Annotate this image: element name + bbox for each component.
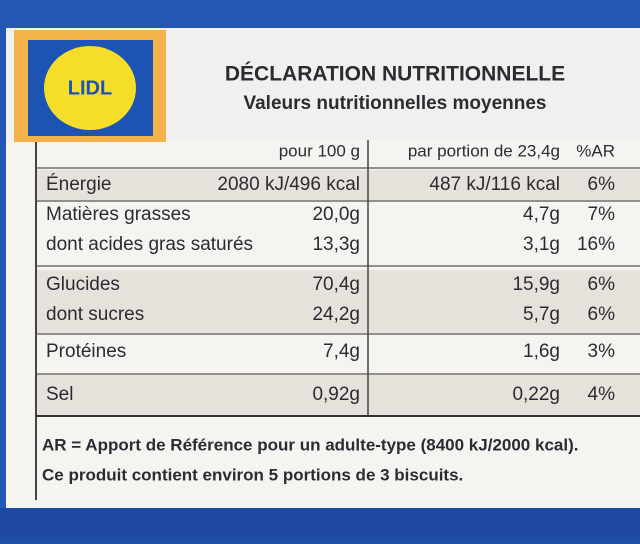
nutrient-value: 6% (588, 174, 616, 195)
nutrient-value: 4,7g (523, 204, 560, 225)
nutrient-value: 20,0g (312, 204, 360, 225)
nutrient-value: 3% (588, 341, 616, 362)
column-header: par portion de 23,4g (408, 141, 560, 160)
nutrient-value: 1,6g (523, 341, 560, 362)
nutrient-value: 15,9g (512, 274, 560, 295)
subtitle: Valeurs nutritionnelles moyennes (243, 93, 546, 114)
nutrient-value: 0,92g (312, 384, 360, 405)
nutrient-name: Protéines (46, 341, 126, 362)
nutrient-value: 70,4g (312, 274, 360, 295)
logo-text: LIDL (68, 77, 112, 99)
nutrient-value: 4% (588, 384, 616, 405)
row-shade (37, 270, 640, 333)
row-shade (37, 170, 640, 200)
footnote: Ce produit contient environ 5 portions d… (42, 465, 463, 484)
column-header: pour 100 g (279, 141, 360, 160)
nutrient-name: dont acides gras saturés (46, 234, 253, 255)
nutrient-value: 0,22g (512, 384, 560, 405)
nutrient-value: 5,7g (523, 304, 560, 325)
nutrient-value: 16% (577, 234, 615, 255)
nutrient-name: Énergie (46, 174, 112, 195)
row-shade (37, 375, 640, 415)
nutrient-value: 6% (588, 274, 616, 295)
footnote: AR = Apport de Référence pour un adulte-… (42, 435, 578, 454)
column-header: %AR (576, 141, 615, 160)
title: DÉCLARATION NUTRITIONNELLE (225, 63, 565, 86)
nutrient-value: 24,2g (312, 304, 360, 325)
nutrient-name: Sel (46, 384, 73, 405)
package-bottom (0, 508, 640, 539)
nutrient-value: 3,1g (523, 234, 560, 255)
nutrient-value: 487 kJ/116 kcal (429, 174, 560, 195)
nutrient-name: Glucides (46, 274, 120, 295)
nutrient-value: 7,4g (323, 341, 360, 362)
nutrition-table: pour 100 g par portion de 23,4g %AR Énergie… (36, 140, 640, 417)
nutrient-value: 13,3g (312, 234, 360, 255)
nutrient-value: 2080 kJ/496 kcal (217, 174, 360, 195)
nutrient-value: 6% (588, 304, 616, 325)
nutrient-name: Matières grasses (46, 204, 191, 225)
nutrient-value: 7% (588, 204, 616, 225)
logo-circle (44, 46, 136, 130)
nutrient-name: dont sucres (46, 304, 144, 325)
